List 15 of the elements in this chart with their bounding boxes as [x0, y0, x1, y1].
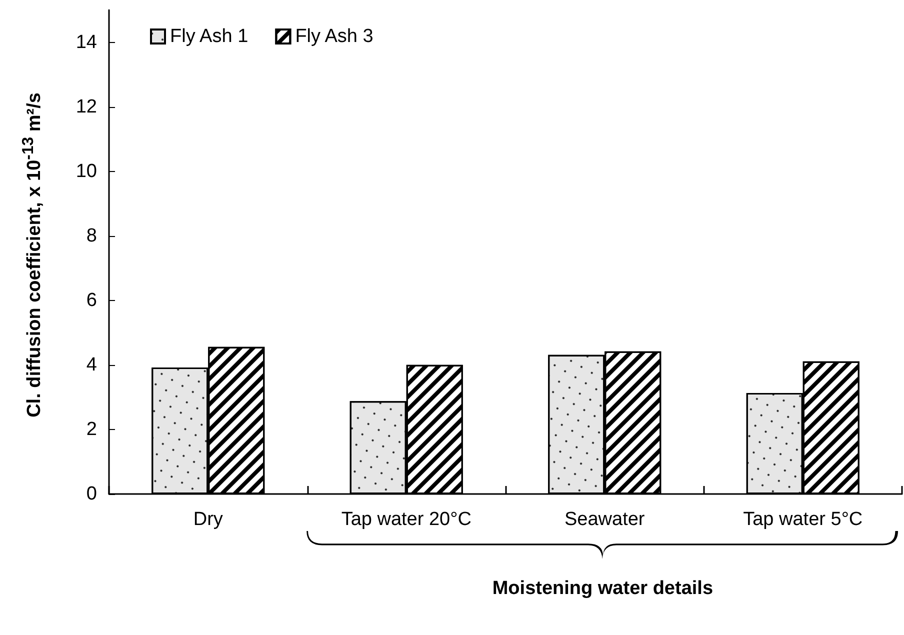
y-tick-label: 12: [76, 96, 97, 118]
y-tick-label: 6: [86, 290, 97, 311]
legend-label: Fly Ash 1: [170, 26, 248, 47]
y-tick-label: 0: [86, 484, 97, 504]
y-tick-label: 2: [86, 418, 97, 440]
y-tick-label: 4: [86, 354, 98, 376]
legend-label: Fly Ash 3: [295, 26, 374, 47]
x-axis-title: Moistening water details: [492, 578, 714, 600]
x-tick-label: Tap water 5°C: [743, 509, 863, 530]
y-tick-label: 10: [76, 160, 97, 182]
y-tick-label: 14: [76, 32, 98, 53]
x-tick-label: Tap water 20°C: [341, 509, 472, 530]
x-tick-label: Dry: [193, 509, 224, 530]
y-tick-label: 8: [86, 225, 97, 246]
x-tick-label: Seawater: [564, 509, 646, 530]
